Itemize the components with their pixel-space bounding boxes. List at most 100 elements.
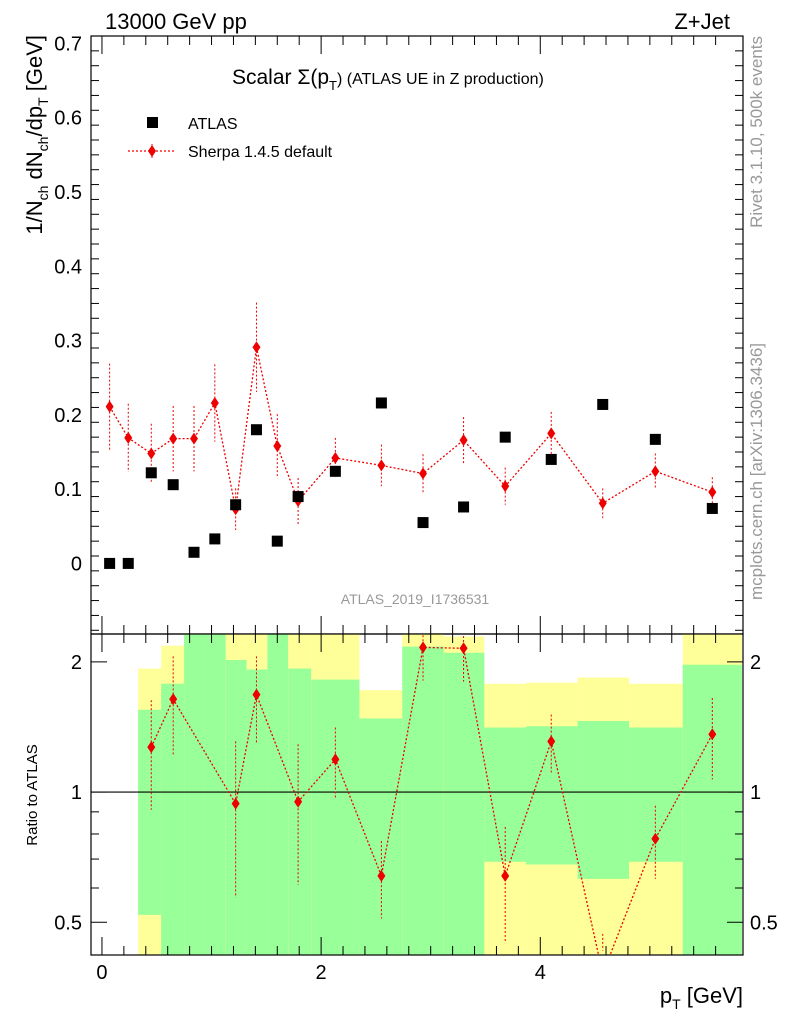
ratio-y-tick-labels: 0.5 0.5 1 1 2 2 (54, 652, 778, 934)
x-tick-label: 0 (96, 962, 107, 984)
ratio-y-axis-title: Ratio to ATLAS (24, 744, 41, 845)
ratio-inner-band (246, 669, 268, 955)
ratio-y-tick-label: 1 (71, 782, 82, 804)
data-point (706, 502, 718, 514)
x-tick-labels: 0 2 4 (96, 962, 545, 984)
main-y-tick-label: 0 (71, 553, 82, 575)
mc-point (169, 432, 178, 445)
ratio-panel: 0.5 0.5 1 1 2 2 0 2 4 (54, 633, 778, 984)
ratio-point (294, 795, 303, 808)
ratio-uncertainty-bands (138, 634, 742, 955)
mc-point (377, 459, 386, 472)
main-y-axis-title: 1/Nch dNch/dpT [GeV] (22, 35, 51, 235)
data-point (271, 535, 283, 547)
main-y-tick-label: 0.5 (54, 182, 82, 204)
ratio-series-points (147, 634, 717, 951)
ratio-y-tick-label: 0.5 (54, 912, 82, 934)
data-point (499, 431, 511, 443)
mc-point (598, 497, 607, 510)
main-y-tick-label: 0.4 (54, 256, 82, 278)
ratio-inner-band (577, 720, 630, 879)
ratio-point (147, 741, 156, 754)
ratio-point (231, 797, 240, 810)
mc-point (190, 432, 199, 445)
mcplots-label: mcplots.cern.ch [arXiv:1306.3436] (747, 343, 766, 600)
ratio-inner-band (161, 683, 185, 955)
legend-mc-label: Sherpa 1.4.5 default (188, 144, 333, 161)
ratio-y-tick-label-right: 0.5 (750, 912, 778, 934)
ratio-line (150, 646, 713, 955)
x-tick-label: 4 (535, 962, 546, 984)
data-point (458, 501, 470, 513)
ratio-inner-band (359, 718, 403, 955)
ratio-y-tick-label: 2 (71, 652, 82, 674)
energy-label: 13000 GeV pp (105, 9, 247, 34)
mc-point (459, 434, 468, 447)
data-point (545, 453, 557, 465)
rivet-label: Rivet 3.1.10, 500k events (747, 36, 766, 228)
ratio-inner-band (138, 709, 162, 915)
legend-data-marker (147, 117, 158, 128)
data-point (209, 533, 221, 545)
ratio-inner-band (402, 646, 444, 955)
legend-data-label: ATLAS (188, 116, 238, 133)
data-point (649, 433, 661, 445)
data-series-points (104, 397, 718, 569)
legend-mc-marker (148, 145, 156, 157)
mc-point (147, 447, 156, 460)
data-point (375, 397, 387, 409)
main-y-tick-label: 0.2 (54, 405, 82, 427)
ratio-point (252, 688, 261, 701)
data-point (230, 499, 242, 511)
ratio-inner-band (443, 652, 485, 955)
mc-point (210, 396, 219, 409)
ratio-y-tick-label-right: 1 (750, 782, 761, 804)
process-label: Z+Jet (674, 9, 730, 34)
ratio-point (377, 869, 386, 882)
data-point (104, 557, 116, 569)
plot-title: Scalar Σ(pT) (ATLAS UE in Z production) (232, 66, 544, 93)
main-y-tick-label: 0.1 (54, 479, 82, 501)
ratio-axis-ticks (91, 634, 743, 955)
ratio-point (459, 642, 468, 655)
mc-point (547, 427, 556, 440)
mc-point (331, 451, 340, 464)
mc-point (105, 400, 114, 413)
main-y-tick-label: 0.7 (54, 33, 82, 55)
ratio-series-line (150, 646, 713, 955)
main-y-tick-labels: 0 0.1 0.2 0.3 0.4 0.5 0.6 0.7 (54, 33, 82, 575)
ratio-inner-band (267, 634, 289, 955)
ratio-inner-band (526, 726, 578, 865)
ratio-inner-band (682, 664, 742, 955)
ratio-point (501, 869, 510, 882)
mc-point (252, 341, 261, 354)
main-y-tick-label: 0.6 (54, 108, 82, 130)
ratio-inner-band (288, 668, 312, 955)
ratio-inner-band (204, 634, 226, 955)
main-axis-ticks (91, 36, 743, 634)
ratio-inner-band (484, 727, 527, 862)
analysis-label: ATLAS_2019_I1736531 (341, 591, 490, 607)
data-point (188, 546, 200, 558)
data-point (417, 517, 429, 529)
data-point (292, 491, 304, 503)
main-y-tick-label: 0.3 (54, 331, 82, 353)
data-point (122, 557, 134, 569)
x-axis-title: pT [GeV] (660, 983, 743, 1012)
mc-series-points (105, 302, 717, 530)
data-point (145, 467, 157, 479)
data-point (597, 398, 609, 410)
ratio-point (169, 693, 178, 706)
ratio-point (651, 832, 660, 845)
mc-point (124, 431, 133, 444)
ratio-frame (90, 633, 744, 956)
mc-point (708, 486, 717, 499)
main-panel: 0 0.1 0.2 0.3 0.4 0.5 0.6 0.7 (54, 33, 744, 635)
ratio-point (547, 735, 556, 748)
mc-point (501, 480, 510, 493)
mc-point (273, 440, 282, 453)
ratio-inner-band (184, 634, 205, 955)
ratio-point (331, 753, 340, 766)
data-point (167, 479, 179, 491)
